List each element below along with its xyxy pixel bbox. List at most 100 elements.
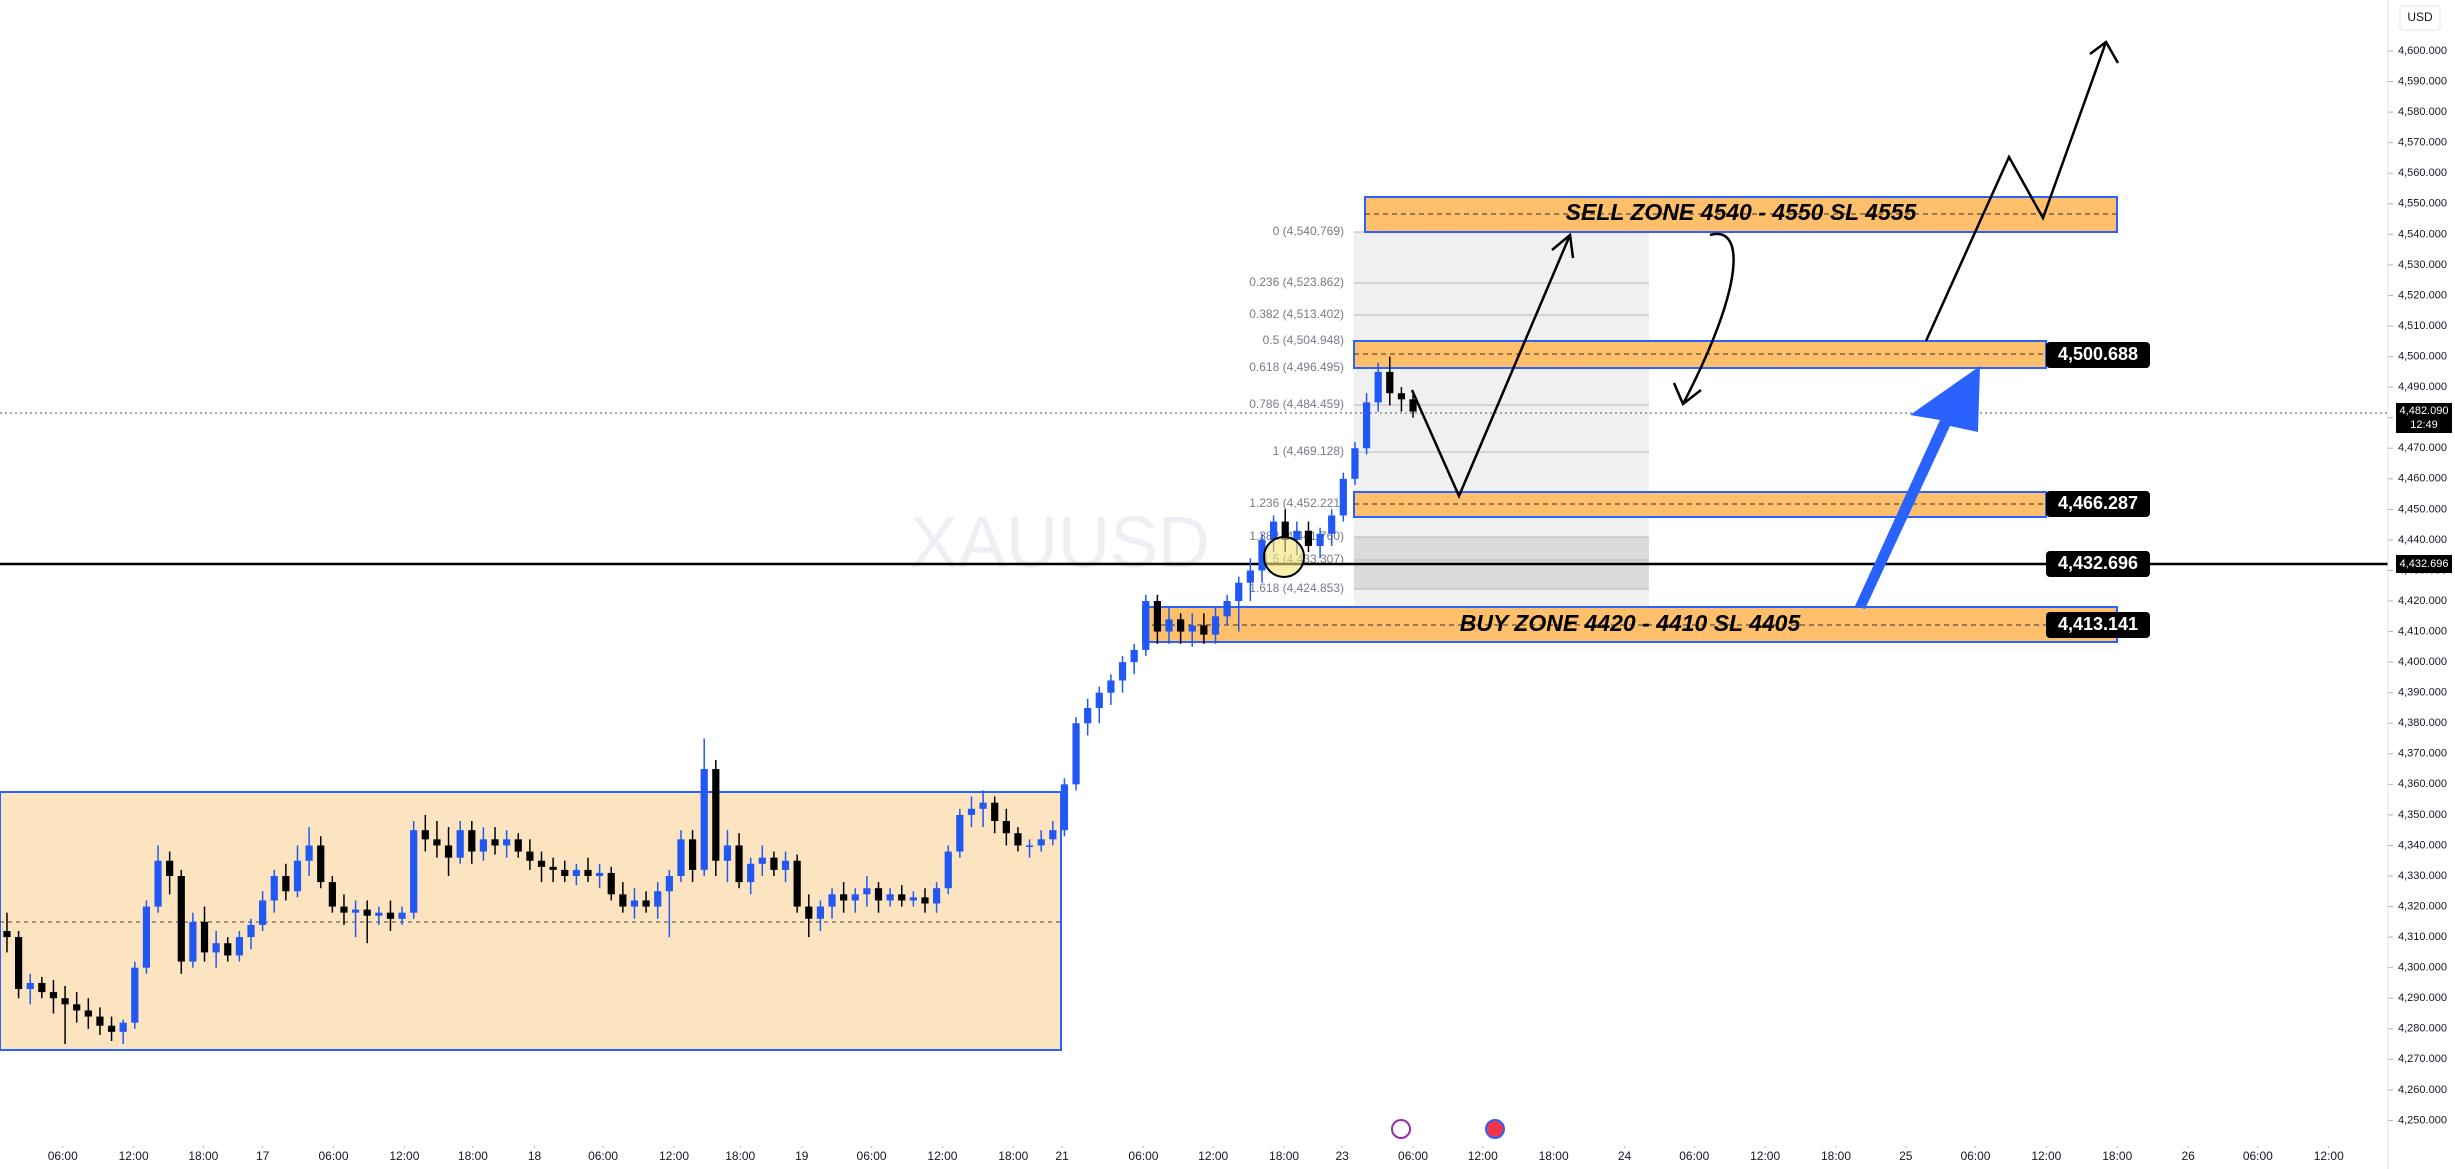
- candle-body: [177, 876, 185, 962]
- y-tick-label: 4,410.000: [2398, 625, 2447, 637]
- candle-body: [514, 839, 522, 852]
- x-tick-label: 12:00: [1198, 1149, 1228, 1163]
- fib-label: 0 (4,540.769): [1273, 224, 1344, 238]
- candle-body: [1165, 619, 1173, 632]
- candle-body: [305, 845, 313, 861]
- candle-body: [1049, 830, 1057, 840]
- x-tick-label: 18:00: [2102, 1149, 2132, 1163]
- fib-label: 0.786 (4,484.459): [1249, 397, 1344, 411]
- candle-body: [340, 906, 348, 913]
- candle-body: [386, 912, 395, 919]
- y-tick-label: 4,550.000: [2398, 198, 2447, 210]
- x-tick-label: 25: [1899, 1149, 1913, 1163]
- candle-body: [73, 1004, 81, 1011]
- arrow-head: [1551, 232, 1575, 259]
- candle-body: [770, 857, 778, 870]
- candle-body: [3, 931, 11, 938]
- level-tag: [2046, 551, 2150, 577]
- candle-body: [398, 912, 406, 919]
- candle-body: [1293, 530, 1301, 540]
- candle-body: [688, 839, 697, 870]
- candle-body: [1258, 539, 1266, 571]
- y-tick-label: 4,460.000: [2398, 473, 2447, 485]
- candle-body: [1188, 625, 1196, 632]
- axis-tag-label: 4,432.696: [2400, 558, 2449, 570]
- candle-body: [351, 909, 360, 913]
- candle-body: [1037, 839, 1045, 846]
- candle-body: [96, 1016, 104, 1026]
- x-tick-label: 23: [1335, 1149, 1349, 1163]
- candle-body: [549, 866, 557, 870]
- y-tick-label: 4,390.000: [2398, 687, 2447, 699]
- x-tick-label: 21: [1055, 1149, 1069, 1163]
- y-tick-label: 4,300.000: [2398, 962, 2447, 974]
- candle-body: [898, 894, 906, 901]
- y-tick-label: 4,280.000: [2398, 1023, 2447, 1035]
- x-tick-label: 06:00: [1679, 1149, 1709, 1163]
- level-tag: [2046, 491, 2150, 517]
- candle-body: [642, 900, 650, 907]
- candle-body: [26, 982, 34, 990]
- fib-label: 1.236 (4,452.221): [1249, 496, 1344, 510]
- y-tick-label: 4,420.000: [2398, 595, 2447, 607]
- y-tick-label: 4,440.000: [2398, 534, 2447, 546]
- candle-body: [758, 857, 766, 864]
- candle-body: [1281, 521, 1289, 540]
- sell-zone-label: SELL ZONE 4540 - 4550 SL 4555: [1566, 199, 1918, 225]
- candle-body: [235, 937, 243, 956]
- candle-body: [933, 888, 941, 904]
- fib-label: 0.382 (4,513.402): [1249, 307, 1344, 321]
- x-tick-label: 18:00: [725, 1149, 755, 1163]
- candle-body: [561, 869, 569, 877]
- candle-body: [1339, 478, 1347, 516]
- marker: [1263, 536, 1305, 578]
- buy-zone-label: BUY ZONE 4420 - 4410 SL 4405: [1460, 610, 1802, 636]
- x-tick-label: 06:00: [857, 1149, 887, 1163]
- candle-body: [1386, 371, 1394, 394]
- y-tick-label: 4,600.000: [2398, 45, 2447, 57]
- candle-body: [1235, 582, 1243, 602]
- y-tick-label: 4,370.000: [2398, 748, 2447, 760]
- candle-body: [270, 876, 278, 901]
- countdown: 12:49: [2410, 419, 2438, 431]
- y-tick-label: 4,270.000: [2398, 1053, 2447, 1065]
- arrow-head: [1672, 382, 1702, 406]
- arrow-head: [2089, 40, 2120, 64]
- candle-body: [363, 909, 371, 916]
- x-tick-label: 19: [795, 1149, 809, 1163]
- y-tick-label: 4,510.000: [2398, 320, 2447, 332]
- event-icon[interactable]: [1485, 1119, 1505, 1139]
- candle-body: [572, 869, 580, 877]
- y-tick-label: 4,330.000: [2398, 870, 2447, 882]
- candle-body: [1153, 601, 1161, 632]
- y-tick-label: 4,350.000: [2398, 809, 2447, 821]
- candle-body: [14, 937, 23, 990]
- candle-body: [874, 888, 883, 901]
- x-tick-label: 12:00: [119, 1149, 149, 1163]
- candle-body: [1107, 680, 1115, 693]
- candle-body: [677, 839, 685, 877]
- candle-body: [1362, 402, 1371, 449]
- x-tick-label: 06:00: [1128, 1149, 1158, 1163]
- blue-arrow: [1855, 366, 1980, 609]
- watermark: XAUUSD: [910, 503, 1210, 583]
- y-tick-label: 4,260.000: [2398, 1084, 2447, 1096]
- candle-body: [433, 839, 441, 846]
- y-tick-label: 4,250.000: [2398, 1114, 2447, 1126]
- x-tick-label: 18:00: [188, 1149, 218, 1163]
- x-tick-label: 12:00: [659, 1149, 689, 1163]
- x-tick-label: 18:00: [1539, 1149, 1569, 1163]
- fib-label: 0.5 (4,504.948): [1263, 333, 1344, 347]
- y-tick-label: 4,340.000: [2398, 839, 2447, 851]
- candle-body: [921, 897, 929, 904]
- fib-label: 0.236 (4,523.862): [1249, 275, 1344, 289]
- curve-arrow: [1681, 232, 1735, 405]
- event-icon[interactable]: [1391, 1119, 1411, 1139]
- price-tag-label: 4,482.090: [2400, 405, 2449, 417]
- range-box: [0, 791, 1062, 1051]
- candle-body: [1409, 399, 1417, 412]
- path-arrow: [1410, 234, 1572, 500]
- y-tick-label: 4,560.000: [2398, 167, 2447, 179]
